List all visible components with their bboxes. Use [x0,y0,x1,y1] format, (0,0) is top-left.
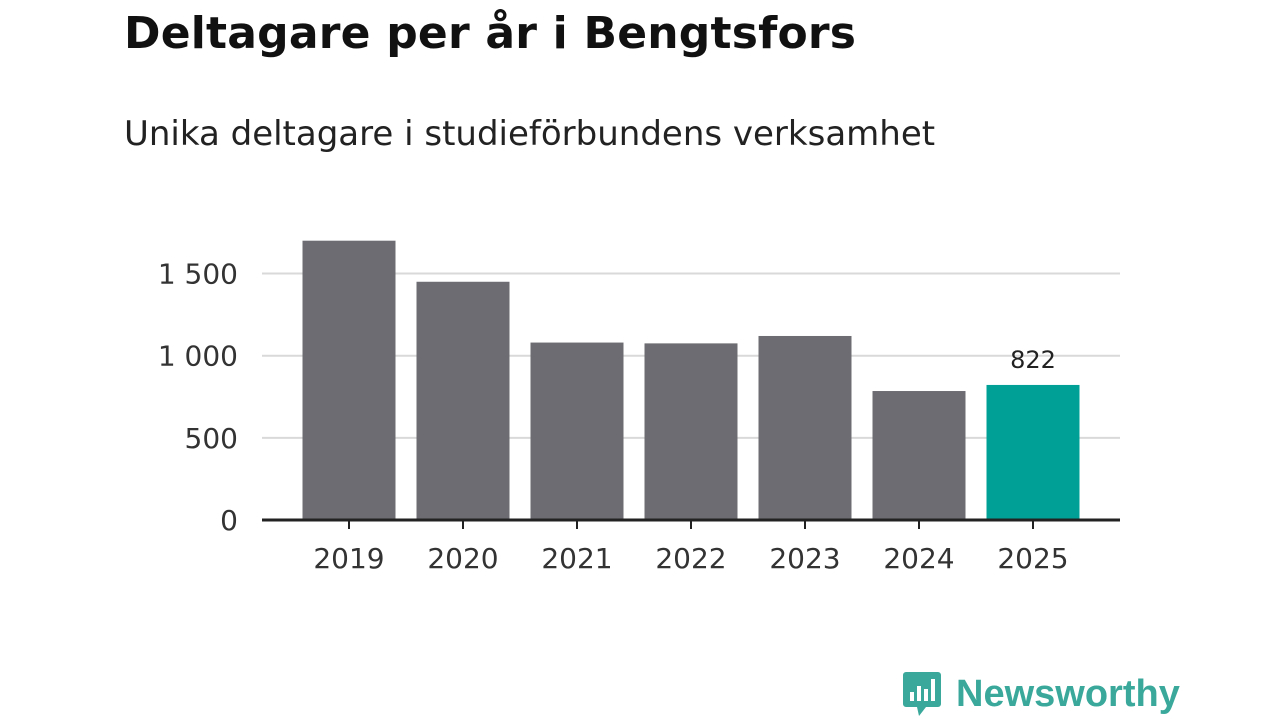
newsworthy-logo-icon [903,672,941,716]
x-tick-label: 2025 [997,542,1068,575]
y-tick-label: 500 [185,422,238,455]
data-label: 822 [1010,346,1056,374]
x-tick-label: 2022 [655,542,726,575]
x-tick-label: 2021 [541,542,612,575]
x-tick-label: 2023 [769,542,840,575]
brand-logo: Newsworthy [902,670,1180,718]
chart-title: Deltagare per år i Bengtsfors [124,8,857,59]
chart-subtitle: Unika deltagare i studieförbundens verks… [124,114,936,154]
bar [986,384,1080,520]
bar [302,240,396,520]
brand-name: Newsworthy [956,672,1180,715]
x-tick-label: 2019 [313,542,384,575]
y-tick-label: 0 [220,504,238,537]
bar [416,281,510,520]
bar [530,342,624,520]
x-tick-label: 2024 [883,542,954,575]
x-tick-label: 2020 [427,542,498,575]
bar [758,335,852,520]
bar [872,391,966,520]
y-tick-label: 1 000 [158,340,238,373]
bar [644,343,738,520]
y-tick-label: 1 500 [158,258,238,291]
